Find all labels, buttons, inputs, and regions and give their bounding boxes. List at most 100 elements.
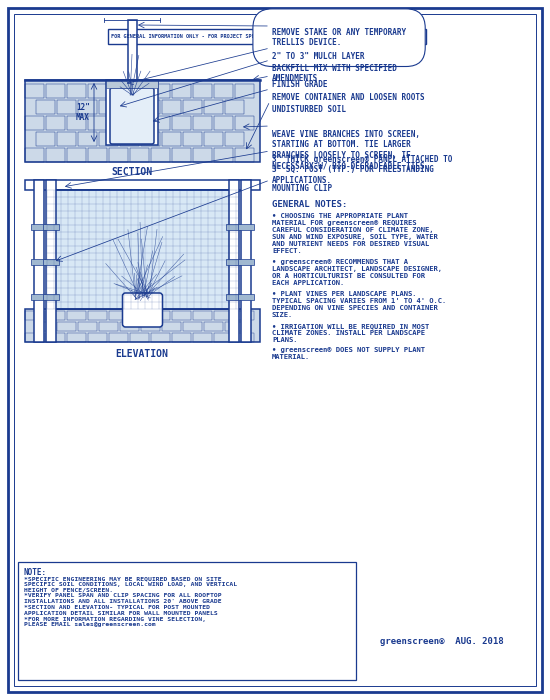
Text: FOR GENERAL INFORMATION ONLY - FOR PROJECT SPECIFIC PLANTING DETAILS REFER TO LA: FOR GENERAL INFORMATION ONLY - FOR PROJE… xyxy=(111,34,424,39)
Bar xyxy=(130,148,149,162)
Bar xyxy=(88,333,107,342)
Bar xyxy=(119,322,139,331)
Text: REMOVE CONTAINER AND LOOSEN ROOTS: REMOVE CONTAINER AND LOOSEN ROOTS xyxy=(272,93,425,102)
Bar xyxy=(109,333,128,342)
Bar xyxy=(57,100,75,114)
Bar xyxy=(172,333,191,342)
Bar xyxy=(46,84,65,98)
Bar xyxy=(214,116,233,130)
Bar xyxy=(31,259,47,265)
Text: GENERAL NOTES:: GENERAL NOTES: xyxy=(272,200,347,209)
Bar xyxy=(140,132,160,146)
Bar xyxy=(130,311,149,320)
Bar xyxy=(78,322,96,331)
Bar xyxy=(224,132,244,146)
Bar xyxy=(172,148,191,162)
Text: BACKFILL MIX WITH SPECIFIED
AMENDMENTS: BACKFILL MIX WITH SPECIFIED AMENDMENTS xyxy=(272,64,397,83)
Bar xyxy=(151,148,170,162)
Bar xyxy=(25,180,260,190)
Bar xyxy=(235,311,254,320)
Bar xyxy=(25,116,44,130)
Bar xyxy=(241,180,251,342)
Bar xyxy=(57,132,75,146)
Bar xyxy=(172,84,191,98)
Bar xyxy=(162,100,180,114)
Bar xyxy=(109,148,128,162)
Bar xyxy=(193,84,212,98)
Text: *SPECIFIC ENGINEERING MAY BE REQUIRED BASED ON SITE
SPECIFIC SOIL CONDITIONS, LO: *SPECIFIC ENGINEERING MAY BE REQUIRED BA… xyxy=(24,576,237,627)
Bar xyxy=(226,259,242,265)
Bar xyxy=(47,190,238,309)
Bar xyxy=(67,84,86,98)
Bar xyxy=(204,100,223,114)
Bar xyxy=(140,100,160,114)
Bar xyxy=(46,311,65,320)
Bar xyxy=(235,116,254,130)
Bar xyxy=(172,311,191,320)
Bar xyxy=(130,84,149,98)
Bar xyxy=(18,562,356,680)
Text: greenscreen®  AUG. 2018: greenscreen® AUG. 2018 xyxy=(380,638,504,647)
Bar xyxy=(119,132,139,146)
Text: • greenscreen® DOES NOT SUPPLY PLANT
MATERIAL.: • greenscreen® DOES NOT SUPPLY PLANT MAT… xyxy=(272,347,425,360)
Bar xyxy=(78,100,96,114)
Bar xyxy=(238,294,254,300)
Bar xyxy=(204,322,223,331)
Text: NOTE:: NOTE: xyxy=(24,568,47,577)
Bar xyxy=(88,84,107,98)
Bar xyxy=(193,311,212,320)
Bar xyxy=(34,180,44,342)
Bar xyxy=(204,132,223,146)
Bar xyxy=(36,100,54,114)
Bar xyxy=(226,294,242,300)
Bar xyxy=(214,148,233,162)
Bar xyxy=(119,100,139,114)
Bar xyxy=(224,322,244,331)
Bar xyxy=(31,294,47,300)
Bar xyxy=(183,132,201,146)
Bar xyxy=(43,294,59,300)
Bar xyxy=(47,190,238,309)
Bar xyxy=(183,100,201,114)
Bar xyxy=(130,333,149,342)
FancyBboxPatch shape xyxy=(123,293,162,327)
Bar xyxy=(108,29,426,44)
Bar xyxy=(224,100,244,114)
Bar xyxy=(214,84,233,98)
Text: • PLANT VINES PER LANDSCAPE PLANS.
TYPICAL SPACING VARIES FROM 1' TO 4' O.C.
DEP: • PLANT VINES PER LANDSCAPE PLANS. TYPIC… xyxy=(272,291,446,318)
Bar xyxy=(98,322,118,331)
Bar xyxy=(25,311,44,320)
Bar xyxy=(46,333,65,342)
Bar xyxy=(98,132,118,146)
Bar xyxy=(106,80,158,145)
Text: WEAVE VINE BRANCHES INTO SCREEN,
STARTING AT BOTTOM. TIE LARGER
BRANCHES LOOSELY: WEAVE VINE BRANCHES INTO SCREEN, STARTIN… xyxy=(272,130,429,170)
Bar xyxy=(67,333,86,342)
Bar xyxy=(172,116,191,130)
Bar xyxy=(235,84,254,98)
Bar xyxy=(109,311,128,320)
Bar xyxy=(229,180,239,342)
Bar xyxy=(36,132,54,146)
Bar xyxy=(31,224,47,230)
Bar xyxy=(193,148,212,162)
Bar xyxy=(109,116,128,130)
Bar xyxy=(128,20,137,80)
Bar xyxy=(151,116,170,130)
Bar xyxy=(214,311,233,320)
Bar xyxy=(25,84,44,98)
Bar xyxy=(162,132,180,146)
Text: 3" THICK greenscreen® PANEL ATTACHED TO
3" SQ. POST (TYP.) FOR FREESTANDING
APPL: 3" THICK greenscreen® PANEL ATTACHED TO … xyxy=(272,155,452,185)
Text: • IRRIGATION WILL BE REQUIRED IN MOST
CLIMATE ZONES. INSTALL PER LANDSCAPE
PLANS: • IRRIGATION WILL BE REQUIRED IN MOST CL… xyxy=(272,323,429,343)
Bar xyxy=(151,311,170,320)
Text: MOUNTING CLIP: MOUNTING CLIP xyxy=(272,184,332,193)
Text: 2" TO 3" MULCH LAYER: 2" TO 3" MULCH LAYER xyxy=(272,52,365,61)
Bar xyxy=(46,180,56,342)
Text: REMOVE STAKE OR ANY TEMPORARY
TRELLIS DEVICE.: REMOVE STAKE OR ANY TEMPORARY TRELLIS DE… xyxy=(272,28,406,48)
Bar xyxy=(43,224,59,230)
Text: 12"
MAX: 12" MAX xyxy=(76,103,90,122)
Bar xyxy=(238,224,254,230)
Bar xyxy=(193,116,212,130)
Bar xyxy=(88,311,107,320)
Bar xyxy=(67,148,86,162)
Text: SECTION: SECTION xyxy=(112,167,152,177)
